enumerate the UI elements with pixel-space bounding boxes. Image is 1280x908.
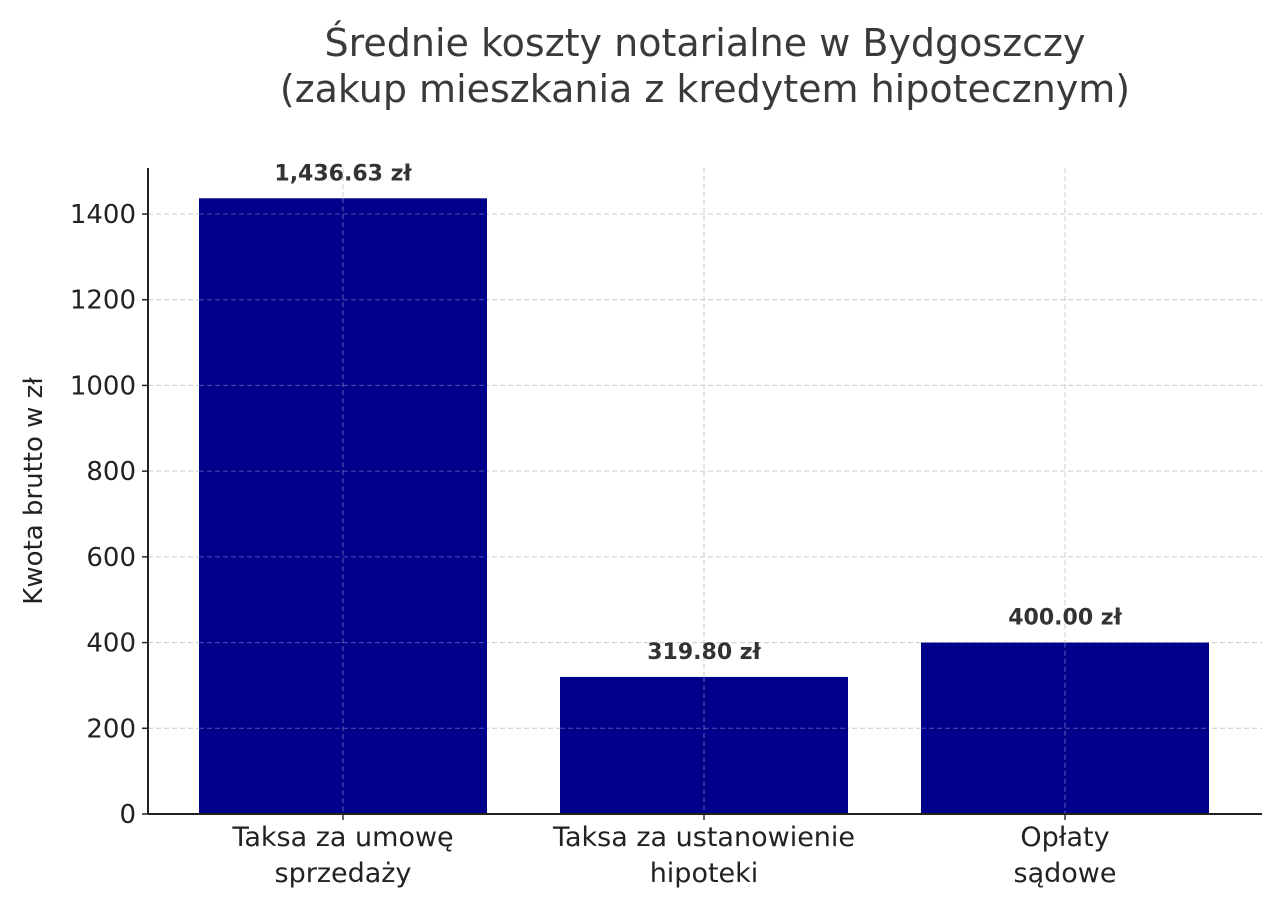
- chart-subtitle: (zakup mieszkania z kredytem hipotecznym…: [279, 67, 1131, 111]
- data-label: 400.00 zł: [1008, 606, 1122, 631]
- x-tick-label: hipoteki: [650, 858, 759, 889]
- x-tick-label: sądowe: [1014, 858, 1117, 889]
- x-tick-label: Taksa za ustanowienie: [552, 822, 855, 853]
- y-tick-label: 0: [119, 800, 136, 830]
- x-tick-label: sprzedaży: [275, 858, 412, 889]
- y-tick-label: 200: [86, 714, 136, 744]
- y-axis-label: Kwota brutto w zł: [19, 377, 49, 605]
- data-label: 1,436.63 zł: [274, 161, 412, 186]
- y-tick-label: 800: [86, 457, 136, 487]
- data-label: 319.80 zł: [647, 640, 761, 665]
- x-tick-label: Taksa za umowę: [231, 822, 453, 853]
- y-tick-label: 1400: [70, 200, 136, 230]
- x-tick-label: Opłaty: [1020, 822, 1109, 853]
- y-tick-label: 1000: [70, 371, 136, 401]
- y-tick-label: 600: [86, 543, 136, 573]
- chart-title: Średnie koszty notarialne w Bydgoszczy: [324, 21, 1086, 65]
- y-tick-label: 1200: [70, 286, 136, 316]
- y-tick-label: 400: [86, 629, 136, 659]
